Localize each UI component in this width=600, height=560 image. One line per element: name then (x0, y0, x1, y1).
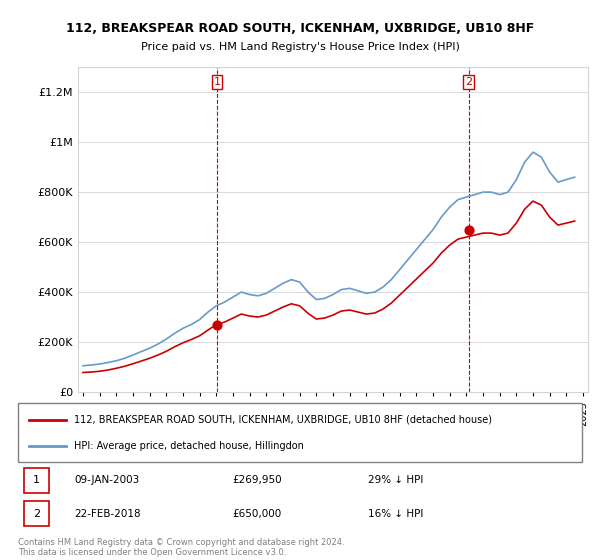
Text: 1: 1 (33, 475, 40, 485)
Point (464, 225, 473, 234)
Text: HPI: Average price, detached house, Hillingdon: HPI: Average price, detached house, Hill… (74, 441, 304, 451)
Text: 2: 2 (33, 509, 40, 519)
Point (212, 320, 221, 329)
Text: 1: 1 (214, 77, 220, 87)
Text: Price paid vs. HM Land Registry's House Price Index (HPI): Price paid vs. HM Land Registry's House … (140, 42, 460, 52)
Text: £650,000: £650,000 (232, 509, 281, 519)
Text: 112, BREAKSPEAR ROAD SOUTH, ICKENHAM, UXBRIDGE, UB10 8HF (detached house): 112, BREAKSPEAR ROAD SOUTH, ICKENHAM, UX… (74, 414, 493, 424)
Text: 09-JAN-2003: 09-JAN-2003 (74, 475, 140, 485)
FancyBboxPatch shape (23, 501, 49, 526)
Text: 16% ↓ HPI: 16% ↓ HPI (368, 509, 423, 519)
FancyBboxPatch shape (23, 468, 49, 493)
Text: 22-FEB-2018: 22-FEB-2018 (74, 509, 141, 519)
Text: 112, BREAKSPEAR ROAD SOUTH, ICKENHAM, UXBRIDGE, UB10 8HF: 112, BREAKSPEAR ROAD SOUTH, ICKENHAM, UX… (66, 22, 534, 35)
Text: £269,950: £269,950 (232, 475, 282, 485)
Text: 29% ↓ HPI: 29% ↓ HPI (368, 475, 423, 485)
FancyBboxPatch shape (18, 403, 582, 462)
Text: 2: 2 (465, 77, 472, 87)
Text: Contains HM Land Registry data © Crown copyright and database right 2024.
This d: Contains HM Land Registry data © Crown c… (18, 538, 344, 557)
